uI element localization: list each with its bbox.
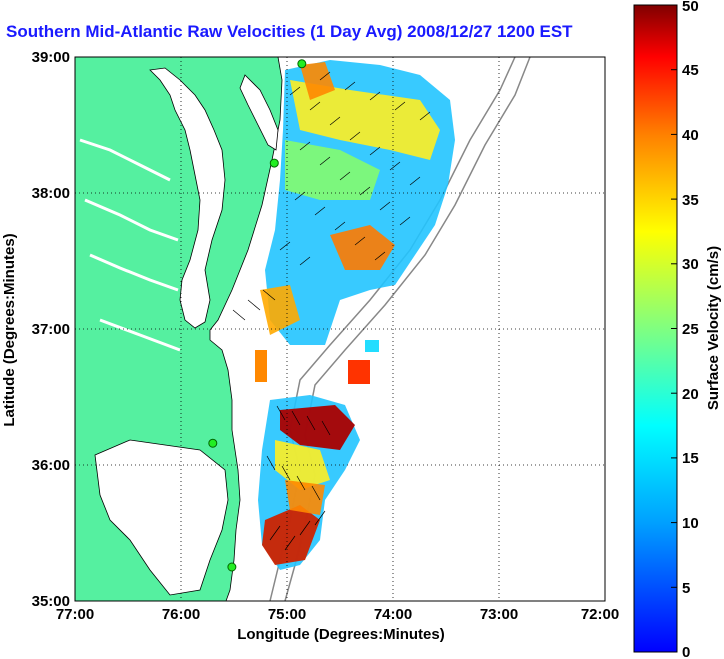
velocity-patch [260, 285, 300, 335]
y-tick-label: 36:00 [32, 457, 70, 474]
velocity-patch [262, 505, 320, 565]
river [99, 318, 181, 352]
station-marker [297, 59, 307, 69]
colorbar-label: Surface Velocity (cm/s) [705, 246, 722, 410]
y-tick-label: 38:00 [32, 185, 70, 202]
colorbar-tick-label: 40 [682, 127, 699, 144]
colorbar-tick-label: 5 [682, 580, 690, 597]
station-marker [227, 562, 237, 572]
delaware-bay [239, 74, 279, 151]
velocity-patch [285, 140, 380, 200]
grid-lines [75, 57, 605, 601]
velocity-patch [300, 62, 335, 100]
y-tick-label: 35:00 [32, 593, 70, 610]
colorbar-tick-label: 10 [682, 515, 699, 532]
chesapeake-bay [149, 67, 226, 329]
colorbar-tick-labels: 50 45 40 35 30 25 20 15 10 5 0 [682, 0, 699, 659]
velocity-patch [365, 340, 379, 352]
y-tick-label: 39:00 [32, 49, 70, 66]
velocity-patch [255, 350, 267, 382]
x-tick-label: 74:00 [374, 606, 412, 623]
velocity-patch [290, 80, 440, 160]
x-tick-label: 76:00 [162, 606, 200, 623]
velocity-patch [330, 225, 395, 270]
pamlico-sound [94, 439, 229, 596]
x-tick-label: 73:00 [480, 606, 518, 623]
river [84, 198, 179, 242]
colorbar-tick-label: 25 [682, 321, 699, 338]
river [89, 253, 179, 292]
colorbar-tick-label: 45 [682, 62, 699, 79]
station-markers [208, 59, 307, 572]
river [79, 138, 171, 182]
x-tick-label: 77:00 [56, 606, 94, 623]
colorbar-tick-label: 30 [682, 256, 699, 273]
velocity-vectors [232, 71, 431, 551]
colorbar-ticks [671, 4, 677, 588]
velocity-patch [285, 480, 325, 515]
velocity-patch [348, 360, 370, 384]
station-marker [208, 438, 218, 448]
x-axis-label: Longitude (Degrees:Minutes) [237, 626, 445, 643]
colorbar-tick-label: 15 [682, 450, 699, 467]
x-tick-labels: 77:00 76:00 75:00 74:00 73:00 72:00 [56, 606, 619, 623]
colorbar [633, 4, 678, 653]
y-axis-label: Latitude (Degrees:Minutes) [1, 233, 18, 426]
colorbar-tick-label: 35 [682, 192, 699, 209]
x-tick-label: 72:00 [581, 606, 619, 623]
colorbar-tick-label: 50 [682, 0, 699, 15]
station-marker [269, 158, 279, 168]
velocity-patch [280, 405, 355, 450]
map-title: Southern Mid-Atlantic Raw Velocities (1 … [6, 22, 573, 41]
x-tick-label: 75:00 [268, 606, 306, 623]
map-frame [74, 56, 606, 602]
y-tick-labels: 39:00 38:00 37:00 36:00 35:00 [32, 49, 70, 610]
y-tick-label: 37:00 [32, 321, 70, 338]
colorbar-tick-label: 20 [682, 386, 699, 403]
colorbar-tick-label: 0 [682, 644, 690, 659]
